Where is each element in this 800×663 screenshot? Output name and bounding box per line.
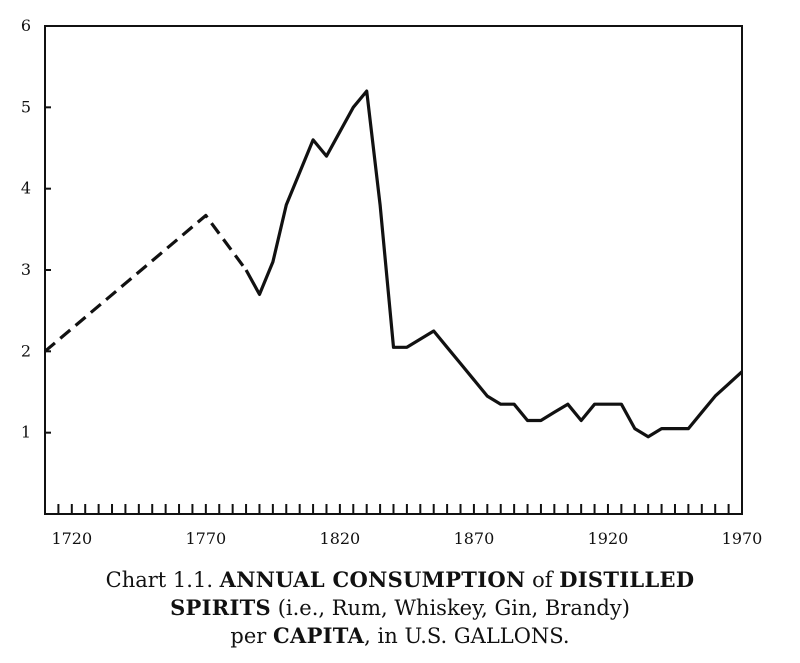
- caption-seg: of: [525, 568, 560, 592]
- x-tick-label: 1920: [588, 529, 629, 548]
- caption-seg: Chart 1.1.: [105, 568, 220, 592]
- caption-seg: per: [230, 624, 273, 648]
- caption-seg: ANNUAL CONSUMPTION: [219, 567, 526, 592]
- series-line-dashed: [43, 213, 248, 353]
- caption-line-2: SPIRITS (i.e., Rum, Whiskey, Gin, Brandy…: [0, 594, 800, 622]
- x-tick-label: 1970: [722, 529, 763, 548]
- plot-frame: [44, 25, 743, 515]
- chart-caption: Chart 1.1. ANNUAL CONSUMPTION of DISTILL…: [0, 566, 800, 650]
- caption-seg: , in U.S. GALLONS.: [364, 624, 570, 648]
- y-tick-label: 1: [21, 423, 31, 442]
- x-tick-label: 1770: [185, 529, 226, 548]
- caption-seg: SPIRITS: [170, 595, 272, 620]
- x-tick-label: 1820: [320, 529, 361, 548]
- y-tick-label: 6: [21, 16, 31, 35]
- caption-seg: (i.e., Rum, Whiskey, Gin, Brandy): [271, 596, 630, 620]
- caption-seg: DISTILLED: [559, 567, 695, 592]
- series-line-solid: [244, 89, 744, 439]
- x-tick-label: 1870: [454, 529, 495, 548]
- y-tick-label: 3: [21, 260, 31, 279]
- x-tick-label: 1720: [51, 529, 92, 548]
- y-tick-label: 2: [21, 341, 31, 360]
- line-chart: 1720 1770 1820 1870 1920 1970 1 2 3 4 5 6: [21, 16, 763, 548]
- y-tick-label: 5: [21, 97, 31, 116]
- caption-line-1: Chart 1.1. ANNUAL CONSUMPTION of DISTILL…: [0, 566, 800, 594]
- caption-seg: CAPITA: [272, 623, 365, 648]
- y-tick-label: 4: [21, 179, 31, 198]
- caption-line-3: per CAPITA, in U.S. GALLONS.: [0, 622, 800, 650]
